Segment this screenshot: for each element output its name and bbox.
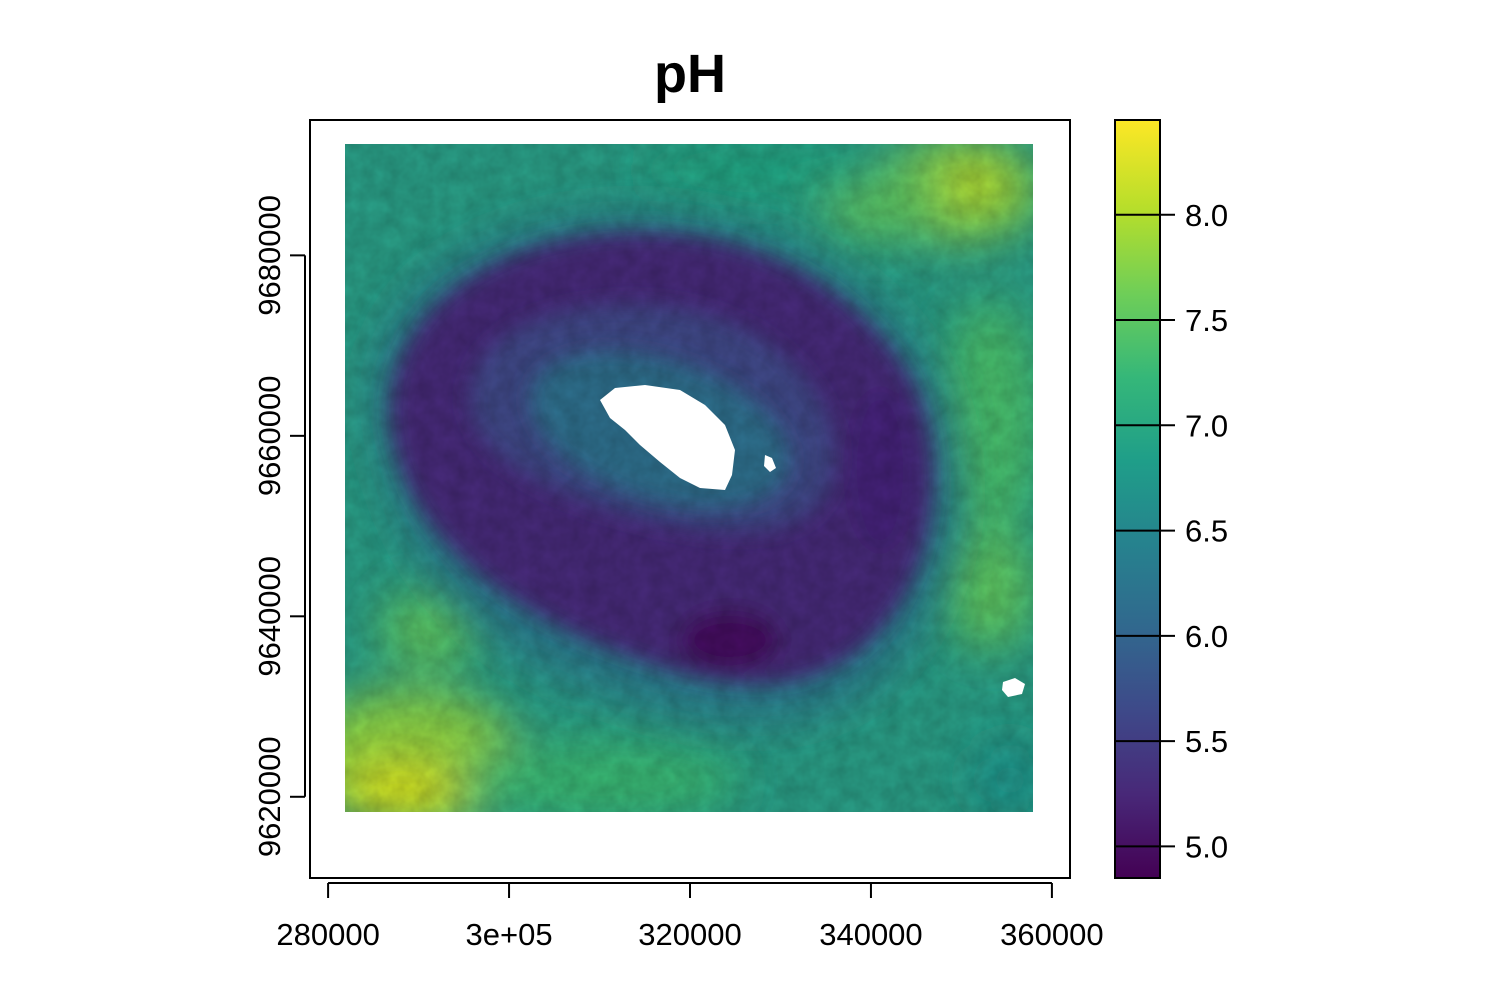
colorbar-tick-label: 8.0	[1185, 198, 1228, 233]
x-axis: 280000 3e+05 320000 340000 360000	[276, 882, 1104, 952]
colorbar-ramp	[1114, 119, 1161, 879]
x-tick-label: 280000	[276, 917, 379, 952]
chart-title: pH	[654, 44, 726, 104]
x-tick-label: 3e+05	[466, 917, 553, 952]
x-tick-label: 360000	[1000, 917, 1103, 952]
x-tick-label: 320000	[638, 917, 741, 952]
colorbar-tick-label: 7.5	[1185, 303, 1228, 338]
y-tick-label: 9620000	[252, 736, 287, 857]
y-axis: 9620000 9640000 9660000 9680000	[252, 195, 306, 857]
y-tick-label: 9640000	[252, 556, 287, 677]
y-tick-label: 9680000	[252, 195, 287, 316]
colorbar-tick-label: 7.0	[1185, 408, 1228, 443]
colorbar-tick-label: 5.5	[1185, 724, 1228, 759]
plot-frame	[309, 119, 1071, 879]
x-tick-label: 340000	[819, 917, 922, 952]
ph-raster	[345, 144, 1033, 812]
colorbar-tick-label: 5.0	[1185, 829, 1228, 864]
y-tick-label: 9660000	[252, 375, 287, 496]
colorbar-tick-label: 6.5	[1185, 514, 1228, 549]
colorbar-legend: 5.0 5.5 6.0 6.5 7.0 7.5 8.0	[1114, 119, 1228, 879]
colorbar-tick-label: 6.0	[1185, 619, 1228, 654]
